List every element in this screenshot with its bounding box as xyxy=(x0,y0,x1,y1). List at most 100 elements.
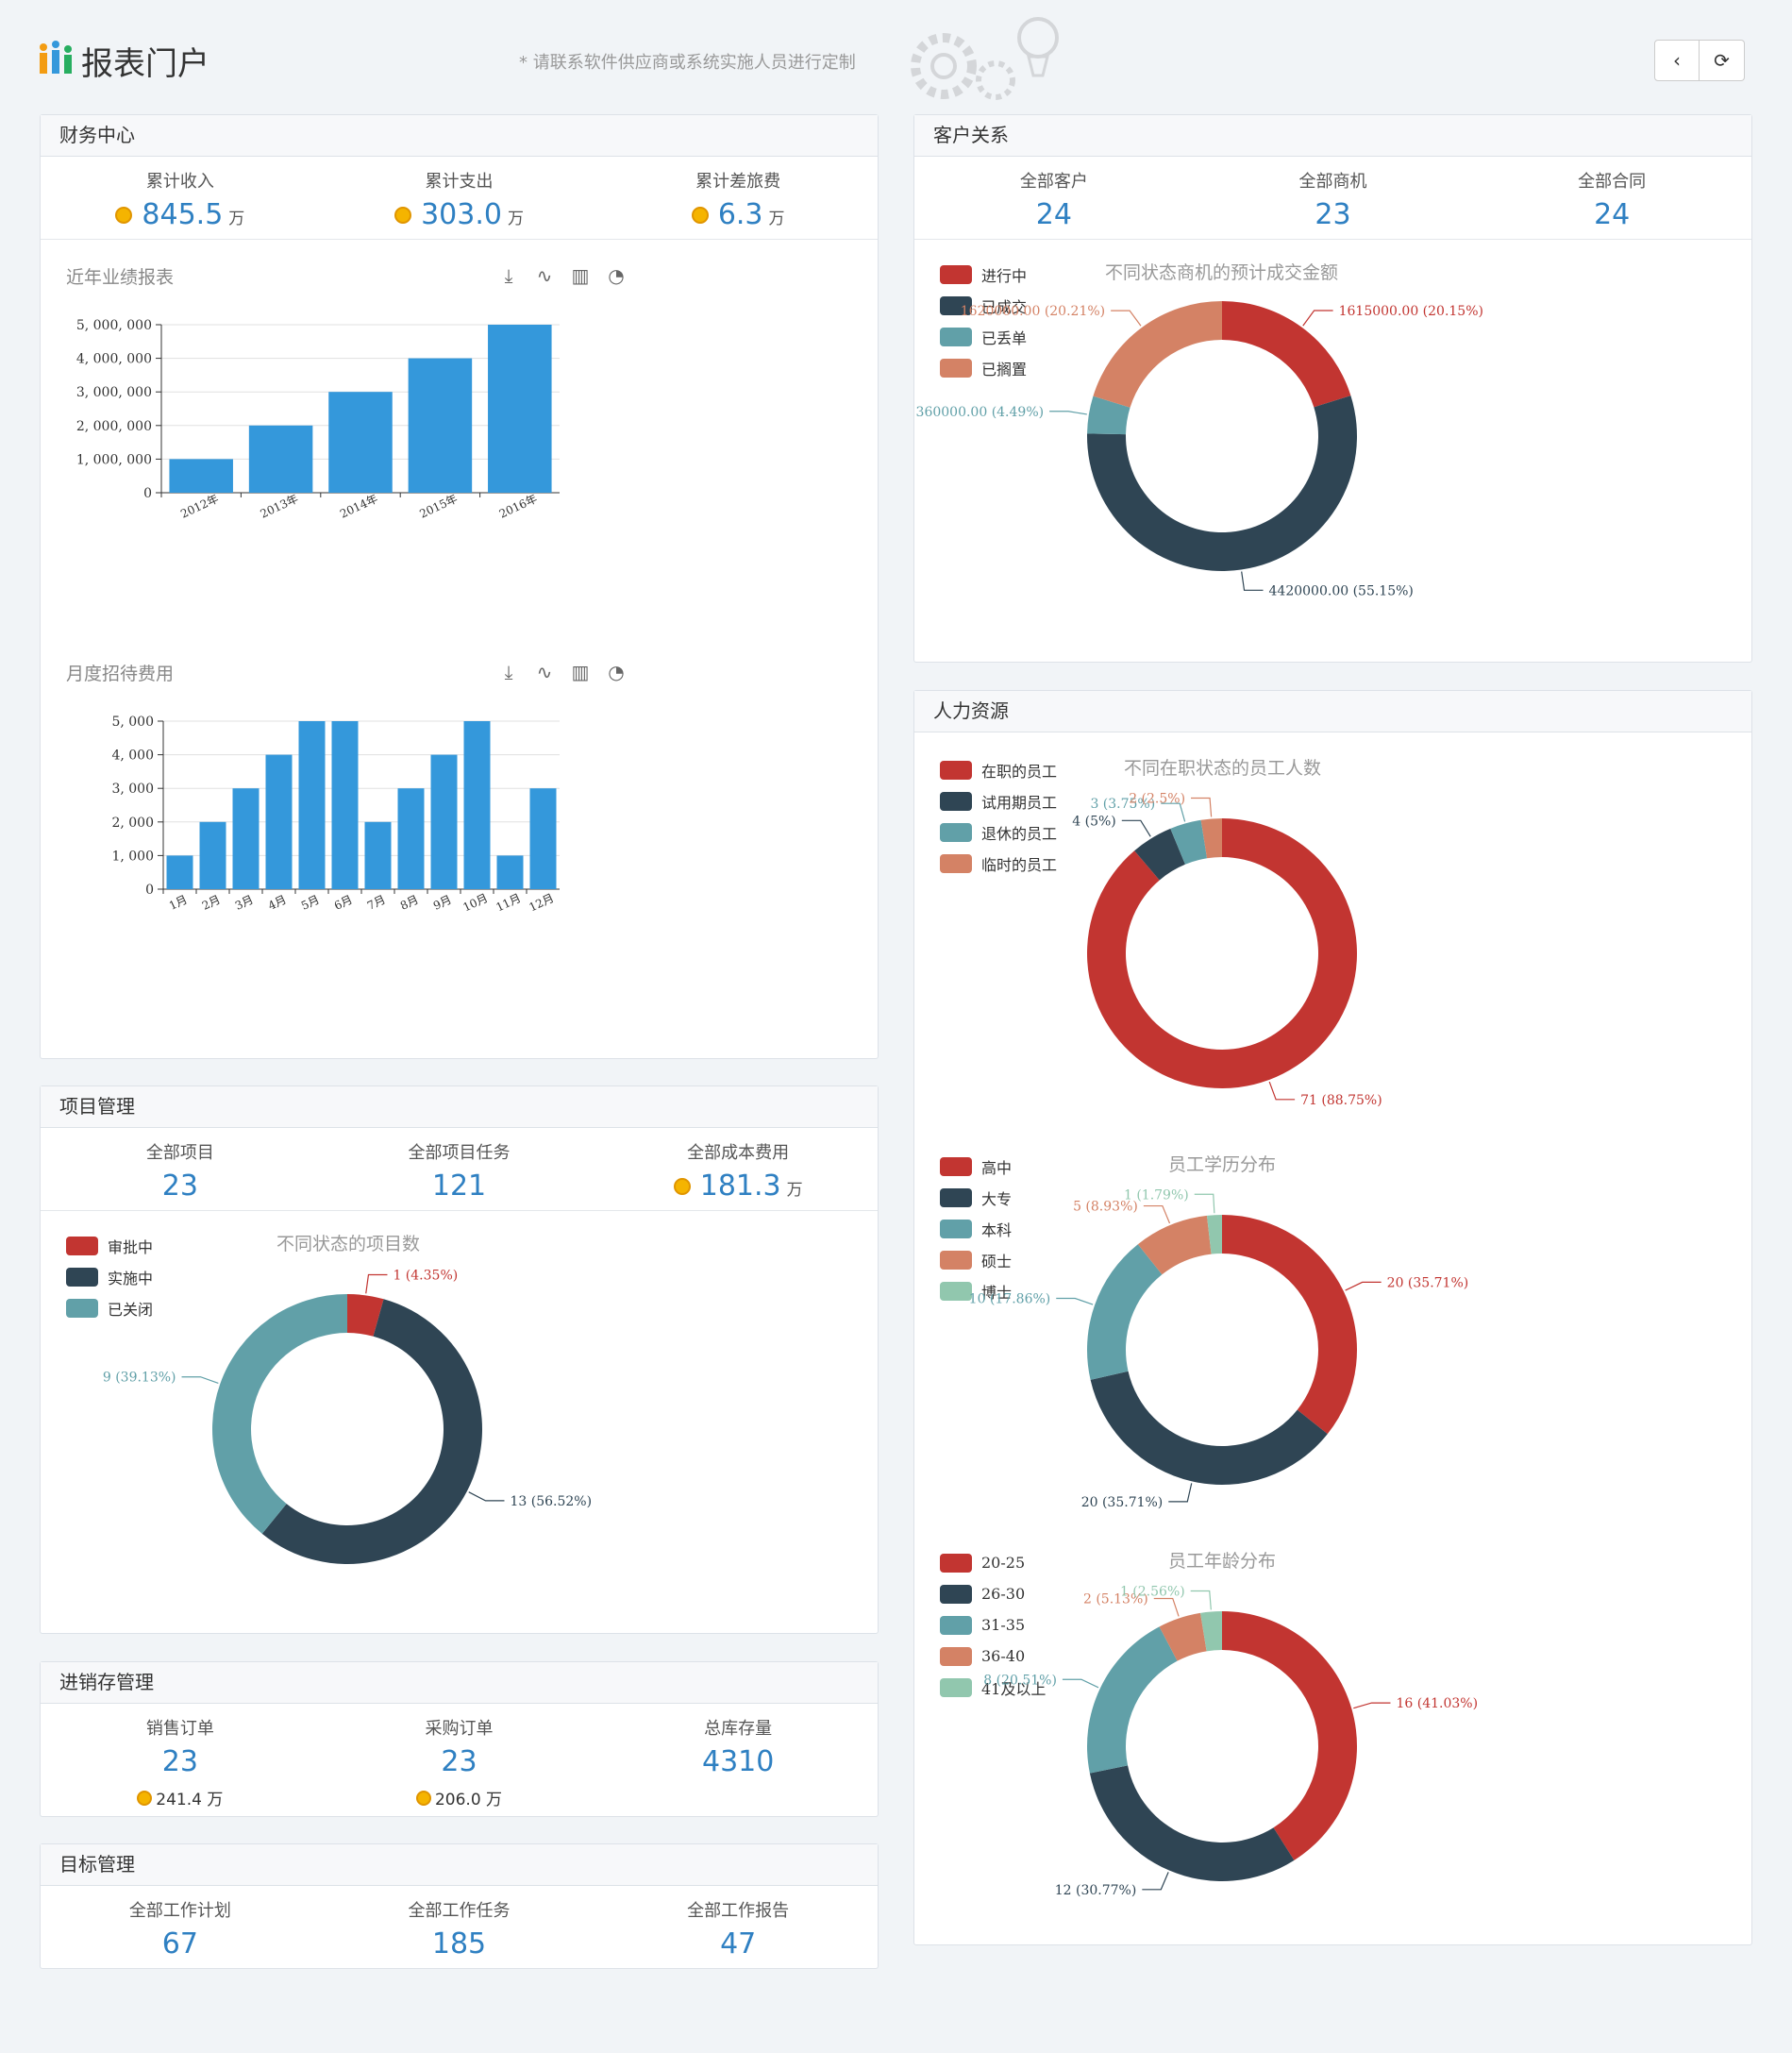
legend-label: 退休的员工 xyxy=(981,824,1058,843)
legend-item[interactable]: 已成交 xyxy=(940,290,1027,321)
legend-item[interactable]: 已丢单 xyxy=(940,321,1027,352)
y-tick-label: 1, 000, 000 xyxy=(76,452,152,467)
donut-slice xyxy=(1170,819,1208,865)
work-plans-stat[interactable]: 全部工作计划 67 xyxy=(41,1886,320,1969)
work-tasks-stat[interactable]: 全部工作任务 185 xyxy=(320,1886,599,1969)
hr-panel: 人力资源 在职的员工 试用期员工 退休的员工 临时的员工 不同在职状态的员工人数 71 (… xyxy=(913,690,1752,1945)
total-expense-stat[interactable]: 累计支出 303.0 万 xyxy=(320,157,599,239)
legend-item[interactable]: 临时的员工 xyxy=(940,848,1057,879)
all-customers-stat[interactable]: 全部客户 24 xyxy=(914,157,1194,239)
label-line xyxy=(1190,1590,1212,1610)
line-chart-icon[interactable]: ∿ xyxy=(536,661,553,683)
work-reports-stat[interactable]: 全部工作报告 47 xyxy=(598,1886,878,1969)
sales-orders-stat[interactable]: 销售订单 23 241.4 万 xyxy=(41,1704,320,1815)
total-stock-stat[interactable]: 总库存量 4310 xyxy=(598,1704,878,1815)
stat-label: 累计差旅费 xyxy=(695,172,781,192)
donut-slice xyxy=(1222,1215,1357,1435)
all-contracts-stat[interactable]: 全部合同 24 xyxy=(1472,157,1751,239)
donut-svg: 16 (41.03%) 12 (30.77%) 8 (20.51%) 2 (5.13%… xyxy=(983,1585,1478,1898)
legend-swatch xyxy=(940,853,972,873)
x-tick-label: 2014年 xyxy=(338,492,379,521)
label-line xyxy=(1191,797,1213,817)
legend-label: 已成交 xyxy=(981,297,1028,316)
legend-item[interactable]: 试用期员工 xyxy=(940,785,1057,816)
chart-legend: 高中 大专 本科硕士博士 xyxy=(940,1151,1012,1306)
all-cost-stat[interactable]: 全部成本费用 181.3 万 xyxy=(598,1128,878,1210)
legend-item[interactable]: 高中 xyxy=(940,1151,1012,1182)
donut-svg: 1 (4.35%) 13 (56.52%) 9 (39.13%) xyxy=(103,1269,593,1564)
donut-slice xyxy=(1137,1215,1212,1275)
stat-value: 23 xyxy=(441,1745,477,1778)
legend-swatch xyxy=(940,358,972,378)
donut-title: 员工年龄分布 xyxy=(1168,1551,1277,1572)
legend-item[interactable]: 大专 xyxy=(940,1182,1012,1213)
legend-item[interactable]: 硕士 xyxy=(940,1244,1012,1275)
purchase-orders-stat[interactable]: 采购订单 23 206.0 万 xyxy=(320,1704,599,1815)
legend-item[interactable]: 退休的员工 xyxy=(940,816,1057,848)
chart-legend: 审批中 实施中 已关闭 xyxy=(66,1230,153,1323)
legend-label: 试用期员工 xyxy=(981,793,1058,812)
donut-slice xyxy=(1087,1626,1178,1774)
legend-item[interactable]: 进行中 xyxy=(940,259,1027,290)
slice-label: 3 (3.75%) xyxy=(1090,797,1155,812)
y-tick-label: 0 xyxy=(145,883,154,898)
legend-swatch xyxy=(940,295,972,315)
bar xyxy=(265,754,293,889)
bar-chart-icon[interactable]: ▥ xyxy=(571,661,590,683)
bar-chart-icon[interactable]: ▥ xyxy=(571,264,590,287)
legend-item[interactable]: 26-30 xyxy=(940,1578,1046,1609)
stat-unit: 万 xyxy=(228,210,245,228)
legend-item[interactable]: 20-25 xyxy=(940,1547,1046,1578)
legend-item[interactable]: 实施中 xyxy=(66,1261,153,1292)
page-title: 报表门户 xyxy=(81,45,209,83)
coin-icon xyxy=(115,207,133,224)
slice-label: 13 (56.52%) xyxy=(511,1494,593,1509)
back-button[interactable]: ‹ xyxy=(1654,40,1700,81)
travel-expense-stat[interactable]: 累计差旅费 6.3 万 xyxy=(598,157,878,239)
stat-label: 销售订单 xyxy=(145,1719,214,1739)
slice-label: 2 (2.5%) xyxy=(1129,792,1185,807)
staff-status-donut-chart: 在职的员工 试用期员工 退休的员工 临时的员工 不同在职状态的员工人数 71 (88.75… xyxy=(914,743,1753,1120)
legend-label: 硕士 xyxy=(981,1252,1013,1271)
donut-slice xyxy=(1159,1612,1207,1661)
slice-label: 10 (17.86%) xyxy=(969,1292,1051,1307)
goals-panel: 目标管理 全部工作计划 67 全部工作任务 185 全部工作报告 47 xyxy=(40,1843,879,1969)
legend-item[interactable]: 本科 xyxy=(940,1213,1012,1244)
slice-label: 16 (41.03%) xyxy=(1396,1696,1478,1711)
legend-swatch xyxy=(66,1236,98,1255)
legend-item[interactable]: 在职的员工 xyxy=(940,754,1057,785)
pie-chart-icon[interactable]: ◔ xyxy=(608,264,625,287)
line-chart-icon[interactable]: ∿ xyxy=(536,264,553,287)
y-tick-label: 5, 000 xyxy=(111,715,154,730)
all-opportunities-stat[interactable]: 全部商机 23 xyxy=(1194,157,1473,239)
download-icon[interactable]: ⤓ xyxy=(504,661,513,683)
stat-value: 23 xyxy=(1315,198,1351,231)
legend-label: 已搁置 xyxy=(981,360,1028,379)
all-project-tasks-stat[interactable]: 全部项目任务 121 xyxy=(320,1128,599,1210)
donut-slice xyxy=(1087,395,1357,571)
legend-swatch xyxy=(940,1553,972,1573)
legend-item[interactable]: 已关闭 xyxy=(66,1292,153,1323)
all-projects-stat[interactable]: 全部项目 23 xyxy=(41,1128,320,1210)
total-income-stat[interactable]: 累计收入 845.5 万 xyxy=(41,157,320,239)
legend-item[interactable]: 已搁置 xyxy=(940,352,1027,383)
legend-item[interactable]: 31-35 xyxy=(940,1609,1046,1641)
x-tick-label: 7月 xyxy=(365,893,388,913)
label-line xyxy=(1049,411,1087,415)
bar xyxy=(408,358,473,493)
legend-swatch xyxy=(940,264,972,284)
donut-slice xyxy=(1200,818,1222,859)
slice-label: 360000.00 (4.49%) xyxy=(916,405,1045,420)
legend-item[interactable]: 36-40 xyxy=(940,1641,1046,1672)
legend-item[interactable]: 41及以上 xyxy=(940,1672,1046,1703)
bar xyxy=(488,325,552,493)
legend-item[interactable]: 博士 xyxy=(940,1275,1012,1306)
download-icon[interactable]: ⤓ xyxy=(504,264,513,287)
refresh-button[interactable]: ⟳ xyxy=(1700,40,1745,81)
inventory-panel-title: 进销存管理 xyxy=(41,1662,878,1704)
legend-item[interactable]: 审批中 xyxy=(66,1230,153,1261)
slice-label: 5 (8.93%) xyxy=(1073,1200,1138,1215)
stat-value: 47 xyxy=(720,1927,757,1960)
stat-unit: 万 xyxy=(507,210,524,228)
pie-chart-icon[interactable]: ◔ xyxy=(608,661,625,683)
